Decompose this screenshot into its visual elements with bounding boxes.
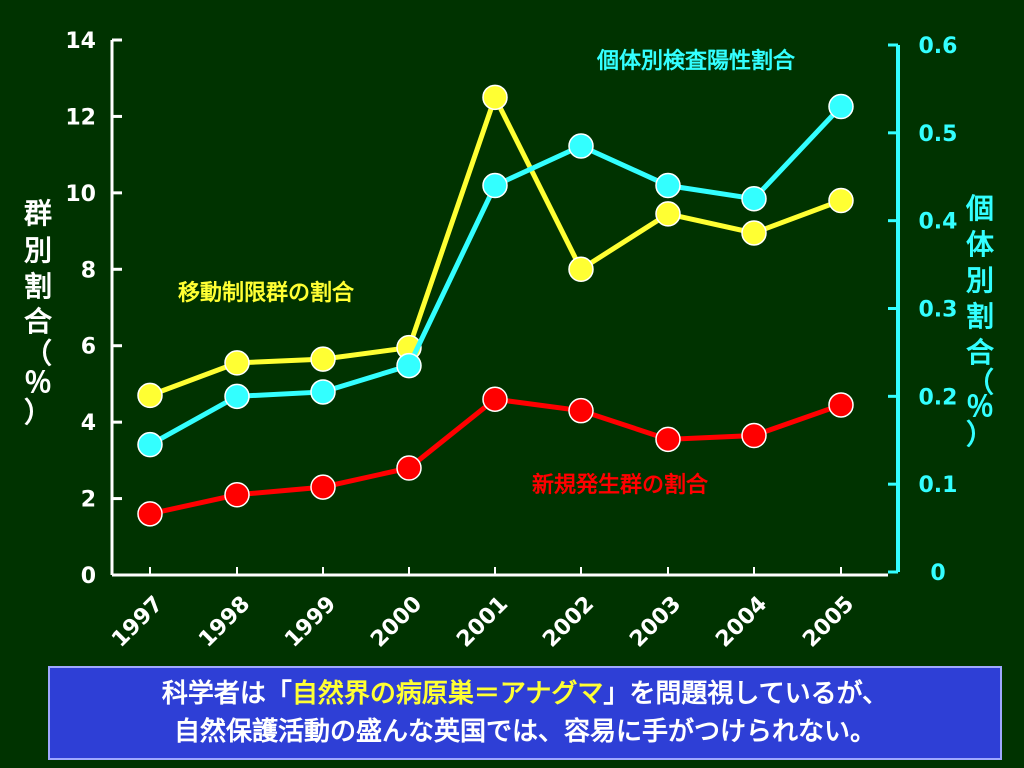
caption-line-1-pre: 科学者は「	[161, 679, 292, 709]
x-tick-label: 2003	[625, 592, 686, 653]
series-0-point	[828, 187, 854, 214]
left-tick-label: 0	[81, 564, 96, 589]
x-tick-label: 1999	[280, 592, 341, 653]
right-tick-label: 0.1	[919, 473, 958, 498]
series-1-point	[828, 93, 854, 120]
left-tick-label: 6	[81, 335, 96, 360]
x-tick-label: 1998	[194, 592, 255, 653]
left-axis-title-char: 割	[24, 270, 52, 303]
left-axis-title-char: （	[24, 337, 52, 370]
series-line-0	[149, 90, 842, 398]
right-axis-title-char: ％	[966, 390, 994, 423]
series-2-point	[655, 426, 681, 453]
series-1-point	[137, 431, 163, 458]
series-label-1: 個体別検査陽性割合	[596, 48, 796, 74]
right-tick-label: 0.5	[919, 122, 958, 147]
series-1-point	[396, 352, 422, 379]
left-tick-label: 2	[81, 488, 96, 513]
series-2-point	[568, 397, 594, 424]
caption-line-2: 自然保護活動の盛んな英国では、容易に手がつけられない。	[173, 717, 876, 747]
left-axis-title-char: ％	[24, 366, 52, 399]
right-axis-title-char: 個	[965, 192, 994, 225]
x-tick-label: 2000	[366, 592, 427, 653]
left-axis-title-char: ）	[24, 396, 52, 429]
caption-box: 科学者は「自然界の病原巣＝アナグマ」を問題視しているが、 自然保護活動の盛んな英…	[48, 666, 1002, 760]
series-0-point	[137, 382, 163, 409]
series-1-point	[310, 379, 336, 405]
right-axis-title-char: 体	[966, 228, 995, 261]
series-0-point	[568, 256, 594, 283]
right-tick-label: 0	[930, 561, 945, 586]
right-tick-label: 0.3	[919, 298, 958, 323]
series-2-point	[828, 392, 854, 418]
series-0-point	[310, 346, 336, 372]
caption-line-1: 科学者は「自然界の病原巣＝アナグマ」を問題視しているが、	[162, 675, 888, 713]
right-axis-title-char: 割	[966, 300, 994, 333]
series-1-point	[741, 185, 767, 212]
left-tick-label: 10	[65, 182, 96, 207]
right-axis-title-char: 合	[966, 336, 995, 369]
x-tick-label: 2001	[452, 592, 513, 653]
x-tick-label: 2005	[798, 592, 859, 653]
caption-line-1-post: 」を問題視しているが、	[603, 679, 889, 709]
x-tick-label: 1997	[107, 592, 168, 653]
series-0-point	[741, 220, 767, 246]
series-line-2	[149, 396, 842, 517]
series-label-0: 移動制限群の割合	[178, 280, 355, 306]
series-label-2: 新規発生群の割合	[532, 472, 709, 498]
x-tick-label: 2002	[538, 592, 599, 653]
right-axis-title-char: （	[966, 366, 994, 399]
series-1-point	[482, 172, 508, 199]
series-0-point	[482, 84, 508, 111]
right-tick-label: 0.2	[919, 385, 958, 410]
right-tick-label: 0.6	[919, 34, 958, 59]
series-2-point	[482, 386, 508, 412]
series-2-point	[137, 501, 163, 527]
right-axis-title-char: ）	[966, 418, 994, 451]
left-tick-label: 8	[81, 258, 96, 283]
right-tick-label: 0.4	[919, 210, 958, 235]
caption-highlight: 自然界の病原巣＝アナグマ	[291, 679, 604, 709]
left-tick-label: 14	[65, 29, 96, 54]
left-tick-label: 12	[65, 105, 96, 130]
series-0-point	[655, 201, 681, 227]
series-1-point	[568, 133, 594, 159]
right-axis-title-char: 別	[966, 264, 994, 297]
left-tick-label: 4	[81, 411, 96, 436]
series-1-point	[224, 383, 250, 410]
left-axis-title-char: 別	[24, 234, 52, 267]
x-tick-label: 2004	[711, 592, 772, 653]
left-axis-title-char: 群	[24, 197, 52, 230]
series-2-point	[741, 422, 767, 449]
series-2-point	[224, 482, 250, 508]
series-1-point	[655, 172, 681, 199]
chart: 0 2 4 6 8 10 12 14 1997 1998 1999 2000 2001 2002 2003 2…	[24, 29, 995, 653]
left-axis-title-char: 合	[24, 305, 53, 338]
series-2-point	[310, 474, 336, 500]
series-0-point	[224, 350, 250, 376]
series-2-point	[396, 455, 422, 481]
